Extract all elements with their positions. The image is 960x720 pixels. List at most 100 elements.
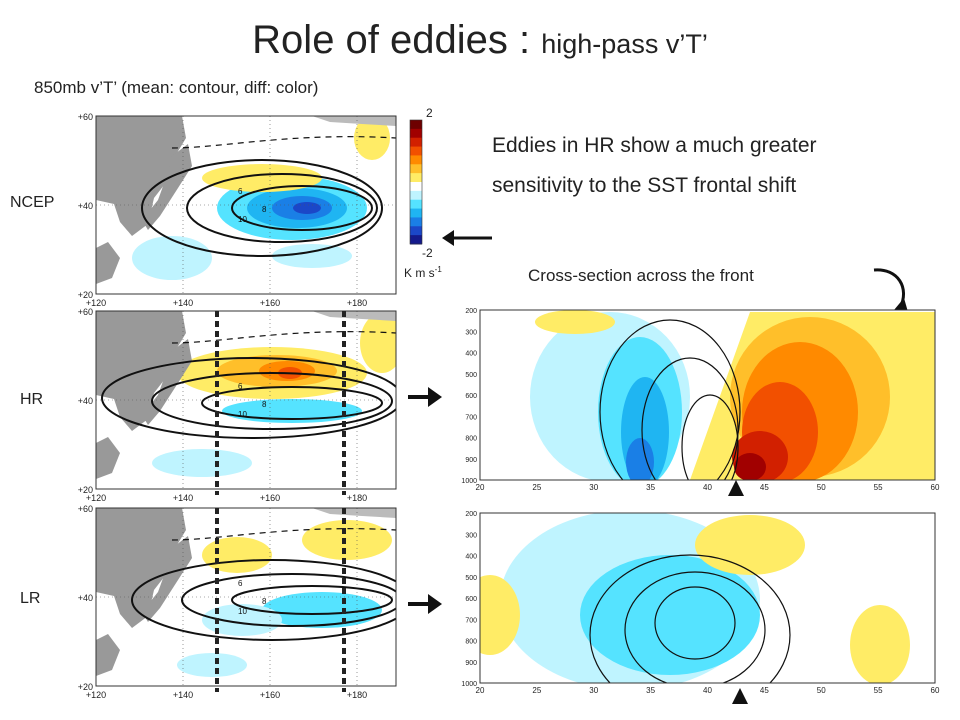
finding-note: Eddies in HR show a much greater sensiti… [492,126,932,206]
landmass-asia [96,116,186,236]
xs-x-tick-label: 25 [532,483,541,492]
lon-tick-label: +180 [347,493,367,503]
lon-tick-label: +160 [260,493,280,503]
colorbar-swatch [410,128,422,139]
mean-contour [181,573,396,627]
xs-x-tick-label: 50 [817,483,826,492]
xs-y-tick-label: 500 [465,372,477,379]
xsection-fill-layer [480,310,935,480]
map-ncep-graphic: +120 +140 +160 +180 +60 +40 +20 6 8 10 [78,112,397,308]
map-fill-layer [96,311,396,489]
colorbar-pointer-arrow [442,230,492,246]
map-shading [177,653,247,677]
xsection-frame [479,512,936,684]
xs-x-tick-label: 45 [760,483,769,492]
colorbar-swatch [410,190,422,201]
xs-x-tick-label: 60 [931,686,940,695]
colorbar-unit: K m s-1 [404,265,442,280]
map-shading [202,537,272,573]
xs-x-tick-label: 55 [874,483,883,492]
lat-tick-label: +40 [78,201,93,211]
map-fill-layer [96,508,396,686]
colorbar-swatch [410,217,422,227]
xs-x-tick-label: 20 [476,483,485,492]
colorbar-unit-exp: -1 [434,265,442,274]
xsection-hr: 20 25 30 35 40 45 50 55 60 200 300 400 500 600 700 800 9… [450,302,945,507]
lon-tick-label: +160 [260,690,280,700]
xs-shading [734,453,766,480]
lon-tick-label: +160 [260,298,280,308]
figure-subtitle: 850mb v’T’ (mean: contour, diff: color) [34,78,319,97]
arrow-lr [408,594,442,614]
colorbar-swatch [410,155,422,165]
lat-tick-label: +20 [78,682,93,692]
mean-contour [141,159,383,257]
map-frame [95,310,397,490]
xs-y-tick-label: 200 [465,511,477,518]
colorbar-swatch [410,208,422,218]
contour-label: 6 [238,187,243,196]
colorbar-unit-text: K m s [404,266,435,280]
map-shading [293,202,321,214]
xs-y-tick-label: 700 [465,414,477,421]
lat-tick-label: +20 [78,290,93,300]
mean-contour [186,173,378,243]
xs-y-tick-label: 700 [465,617,477,624]
note-line-1: Eddies in HR show a much greater [492,134,817,157]
map-shading [302,520,392,560]
lon-tick-label: +140 [173,298,193,308]
lat-tick-label: +40 [78,593,93,603]
xsection-lr: 20 25 30 35 40 45 50 55 60 200 300 400 500 600 700 800 9… [450,505,945,710]
map-frame [95,507,397,687]
contour-label: 6 [238,382,243,391]
xsection-title: Cross-section across the front [528,266,754,285]
xs-y-tick-label: 400 [465,351,477,358]
colorbar-max-label: 2 [426,106,433,120]
xs-shading [850,605,910,683]
lat-tick-label: +60 [78,112,93,122]
contour-label: 10 [238,607,247,616]
lat-tick-label: +20 [78,485,93,495]
xs-y-tick-label: 900 [465,457,477,464]
xs-contour [681,394,739,480]
xs-contour [589,554,791,683]
colorbar-swatch [410,182,422,192]
xsection-fill-layer [480,513,935,683]
xs-y-tick-label: 200 [465,308,477,315]
dashed-contour [171,331,396,344]
note-line-2: sensitivity to the SST frontal shift [492,174,797,197]
xs-x-tick-label: 40 [703,483,712,492]
xs-contour [599,319,741,480]
mean-contour [151,372,393,430]
lat-tick-label: +60 [78,504,93,514]
xs-y-tick-label: 500 [465,575,477,582]
page-title: Role of eddies : high-pass v’T’ [0,18,960,63]
xs-contour [654,586,736,660]
colorbar-swatch [410,235,422,245]
xs-shading [480,575,520,655]
landmass-south [96,242,120,284]
map-shading [360,313,396,373]
landmass-south [96,634,120,676]
dashed-contour [171,528,396,541]
contour-label: 6 [238,579,243,588]
landmass-north [312,311,396,321]
curved-arrow [873,268,908,312]
landmass-japan [142,144,192,230]
xsection-lr-graphic: 20 25 30 35 40 45 50 55 60 200 300 400 500 600 700 800 9… [461,511,940,695]
colorbar-swatch [410,120,422,130]
map-shading [354,116,390,160]
landmass-japan [142,536,192,622]
map-fill-layer [96,116,396,294]
map-frame [95,115,397,295]
front-marker-hr [728,480,744,496]
mean-contour [231,185,373,231]
lon-tick-label: +120 [86,298,106,308]
colorbar-frame [409,119,423,245]
xs-x-tick-label: 60 [931,483,940,492]
colorbar-min-label: -2 [422,246,433,260]
map-shading [202,164,322,192]
xs-y-tick-label: 300 [465,329,477,336]
xs-x-tick-label: 45 [760,686,769,695]
map-ncep: +120 +140 +160 +180 +60 +40 +20 6 8 10 [62,108,412,313]
